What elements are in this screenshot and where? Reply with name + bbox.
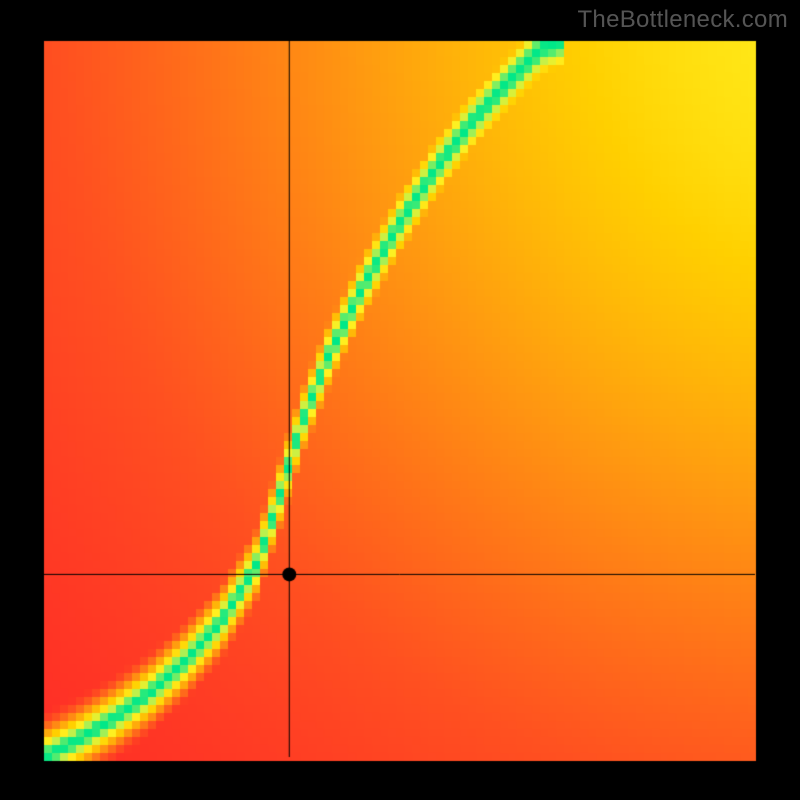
watermark-text: TheBottleneck.com: [577, 6, 788, 34]
heatmap-canvas: [0, 0, 800, 800]
chart-container: TheBottleneck.com: [0, 0, 800, 800]
